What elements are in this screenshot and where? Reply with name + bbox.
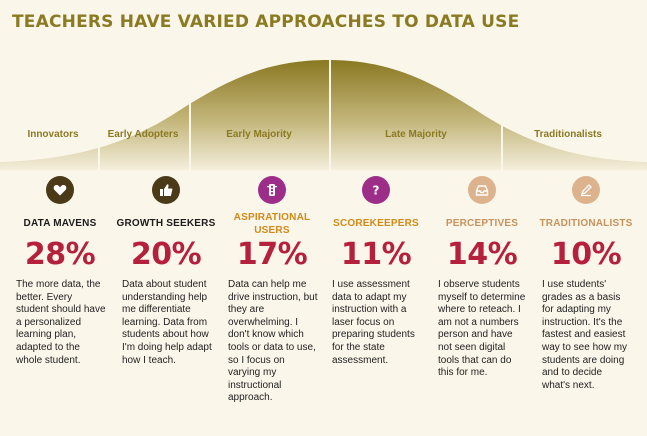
percent-value: 17% [236, 237, 308, 272]
inbox-icon [468, 176, 496, 204]
traffic-light-icon [258, 176, 286, 204]
category-label: SCOREKEEPERS [333, 218, 419, 229]
pencil-icon [572, 176, 600, 204]
category-label: ASPIRATIONAL USERS [233, 211, 311, 236]
percent-value: 14% [446, 237, 518, 272]
segment-late-majority: Late Majority [385, 129, 447, 140]
category-label: GROWTH SEEKERS [116, 218, 216, 229]
segment-traditionalists: Traditionalists [534, 129, 602, 140]
description: Data can help me drive instruction, but … [228, 279, 318, 404]
segment-early-adopters: Early Adopters [107, 129, 179, 140]
svg-text:?: ? [373, 184, 380, 198]
percent-value: 11% [340, 237, 412, 272]
description: I observe students myself to determine w… [438, 279, 526, 379]
segment-early-majority: Early Majority [226, 129, 292, 140]
percent-value: 28% [24, 237, 96, 272]
column-traditionalists: TRADITIONALISTS 10% I use students' grad… [536, 176, 636, 392]
segment-innovators: Innovators [27, 129, 79, 140]
category-label: DATA MAVENS [23, 218, 97, 229]
category-label: PERCEPTIVES [445, 218, 519, 229]
percent-value: 20% [130, 237, 202, 272]
thumbs-up-icon [152, 176, 180, 204]
description: The more data, the better. Every student… [16, 279, 106, 366]
column-growth-seekers: GROWTH SEEKERS 20% Data about student un… [116, 176, 216, 367]
column-perceptives: PERCEPTIVES 14% I observe students mysel… [432, 176, 532, 380]
category-label: TRADITIONALISTS [539, 218, 633, 229]
heart-icon [46, 176, 74, 204]
description: I use assessment data to adapt my instru… [332, 279, 415, 366]
column-aspirational-users: ASPIRATIONAL USERS 17% Data can help me … [222, 176, 322, 405]
description: I use students' grades as a basis for ad… [542, 279, 628, 391]
adoption-bell-curve [0, 50, 647, 170]
column-scorekeepers: ? SCOREKEEPERS 11% I use assessment data… [326, 176, 426, 367]
description: Data about student understanding help me… [122, 279, 212, 366]
column-data-mavens: DATA MAVENS 28% The more data, the bette… [10, 176, 110, 367]
page-title: TEACHERS HAVE VARIED APPROACHES TO DATA … [12, 12, 520, 32]
question-icon: ? [362, 176, 390, 204]
percent-value: 10% [550, 237, 622, 272]
